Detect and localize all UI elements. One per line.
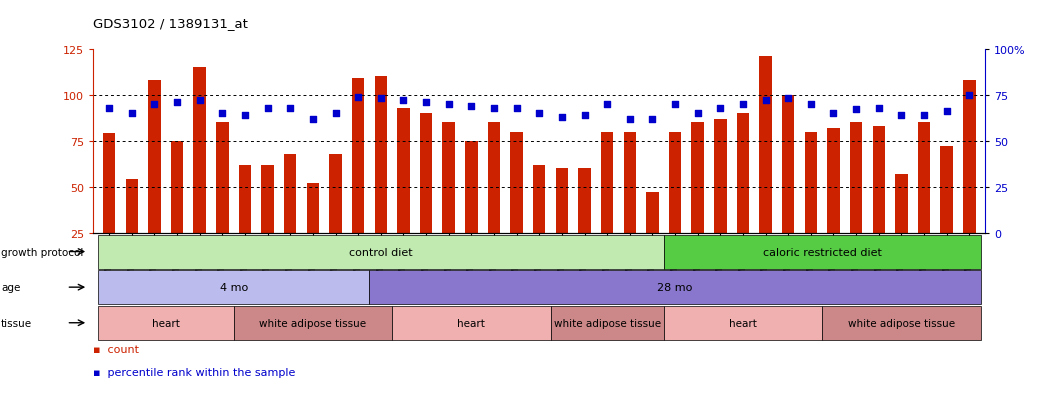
Text: heart: heart	[457, 318, 485, 328]
Bar	[443, 123, 455, 233]
Bar	[420, 114, 432, 233]
Point	[577, 112, 593, 119]
Bar	[284, 154, 297, 233]
Point	[101, 105, 117, 112]
Text: ▪  count: ▪ count	[93, 344, 139, 354]
Text: heart: heart	[151, 318, 179, 328]
Text: 28 mo: 28 mo	[657, 282, 693, 292]
Bar	[397, 108, 410, 233]
Bar	[171, 142, 184, 233]
Point	[372, 96, 389, 102]
Bar	[261, 165, 274, 233]
Bar	[623, 132, 636, 233]
Point	[734, 102, 751, 108]
Point	[848, 107, 865, 114]
Bar	[850, 123, 863, 233]
Bar	[692, 123, 704, 233]
Text: white adipose tissue: white adipose tissue	[554, 318, 661, 328]
Text: white adipose tissue: white adipose tissue	[259, 318, 366, 328]
Point	[305, 116, 321, 123]
Point	[780, 96, 796, 102]
Point	[236, 112, 253, 119]
Bar	[352, 79, 364, 233]
Point	[282, 105, 299, 112]
Bar	[487, 123, 500, 233]
Point	[598, 102, 615, 108]
Point	[169, 100, 186, 106]
Bar	[963, 81, 976, 233]
Bar	[510, 132, 523, 233]
Bar	[103, 134, 115, 233]
Text: age: age	[1, 282, 21, 292]
Text: heart: heart	[729, 318, 757, 328]
Point	[259, 105, 276, 112]
Text: 4 mo: 4 mo	[220, 282, 248, 292]
Bar	[646, 193, 658, 233]
Point	[961, 92, 978, 99]
Bar	[216, 123, 228, 233]
Bar	[918, 123, 930, 233]
Bar	[872, 127, 885, 233]
Text: control diet: control diet	[349, 247, 413, 257]
Point	[825, 111, 842, 117]
Point	[485, 105, 502, 112]
Point	[916, 112, 932, 119]
Point	[192, 98, 208, 104]
Text: tissue: tissue	[1, 318, 32, 328]
Text: GDS3102 / 1389131_at: GDS3102 / 1389131_at	[93, 17, 248, 29]
Point	[893, 112, 909, 119]
Bar	[239, 165, 251, 233]
Point	[146, 102, 163, 108]
Point	[621, 116, 638, 123]
Bar	[669, 132, 681, 233]
Bar	[533, 165, 545, 233]
Bar	[600, 132, 613, 233]
Point	[395, 98, 412, 104]
Point	[464, 103, 480, 110]
Text: growth protocol: growth protocol	[1, 247, 83, 257]
Point	[667, 102, 683, 108]
Point	[712, 105, 729, 112]
Point	[418, 100, 435, 106]
Point	[123, 111, 140, 117]
Point	[870, 105, 887, 112]
Bar	[466, 142, 478, 233]
Text: white adipose tissue: white adipose tissue	[848, 318, 955, 328]
Point	[214, 111, 230, 117]
Bar	[736, 114, 749, 233]
Point	[690, 111, 706, 117]
Bar	[556, 169, 568, 233]
Bar	[714, 119, 727, 233]
Bar	[307, 184, 319, 233]
Point	[328, 111, 344, 117]
Point	[508, 105, 525, 112]
Point	[644, 116, 661, 123]
Text: ▪  percentile rank within the sample: ▪ percentile rank within the sample	[93, 367, 296, 377]
Point	[531, 111, 548, 117]
Point	[938, 109, 955, 115]
Bar	[895, 175, 907, 233]
Point	[757, 98, 774, 104]
Point	[441, 102, 457, 108]
Point	[349, 94, 366, 101]
Point	[803, 102, 819, 108]
Bar	[148, 81, 161, 233]
Bar	[782, 95, 794, 233]
Bar	[828, 128, 840, 233]
Bar	[330, 154, 342, 233]
Bar	[941, 147, 953, 233]
Bar	[374, 77, 387, 233]
Bar	[805, 132, 817, 233]
Bar	[579, 169, 591, 233]
Point	[554, 114, 570, 121]
Text: caloric restricted diet: caloric restricted diet	[763, 247, 881, 257]
Bar	[194, 68, 206, 233]
Bar	[125, 180, 138, 233]
Bar	[759, 57, 772, 233]
